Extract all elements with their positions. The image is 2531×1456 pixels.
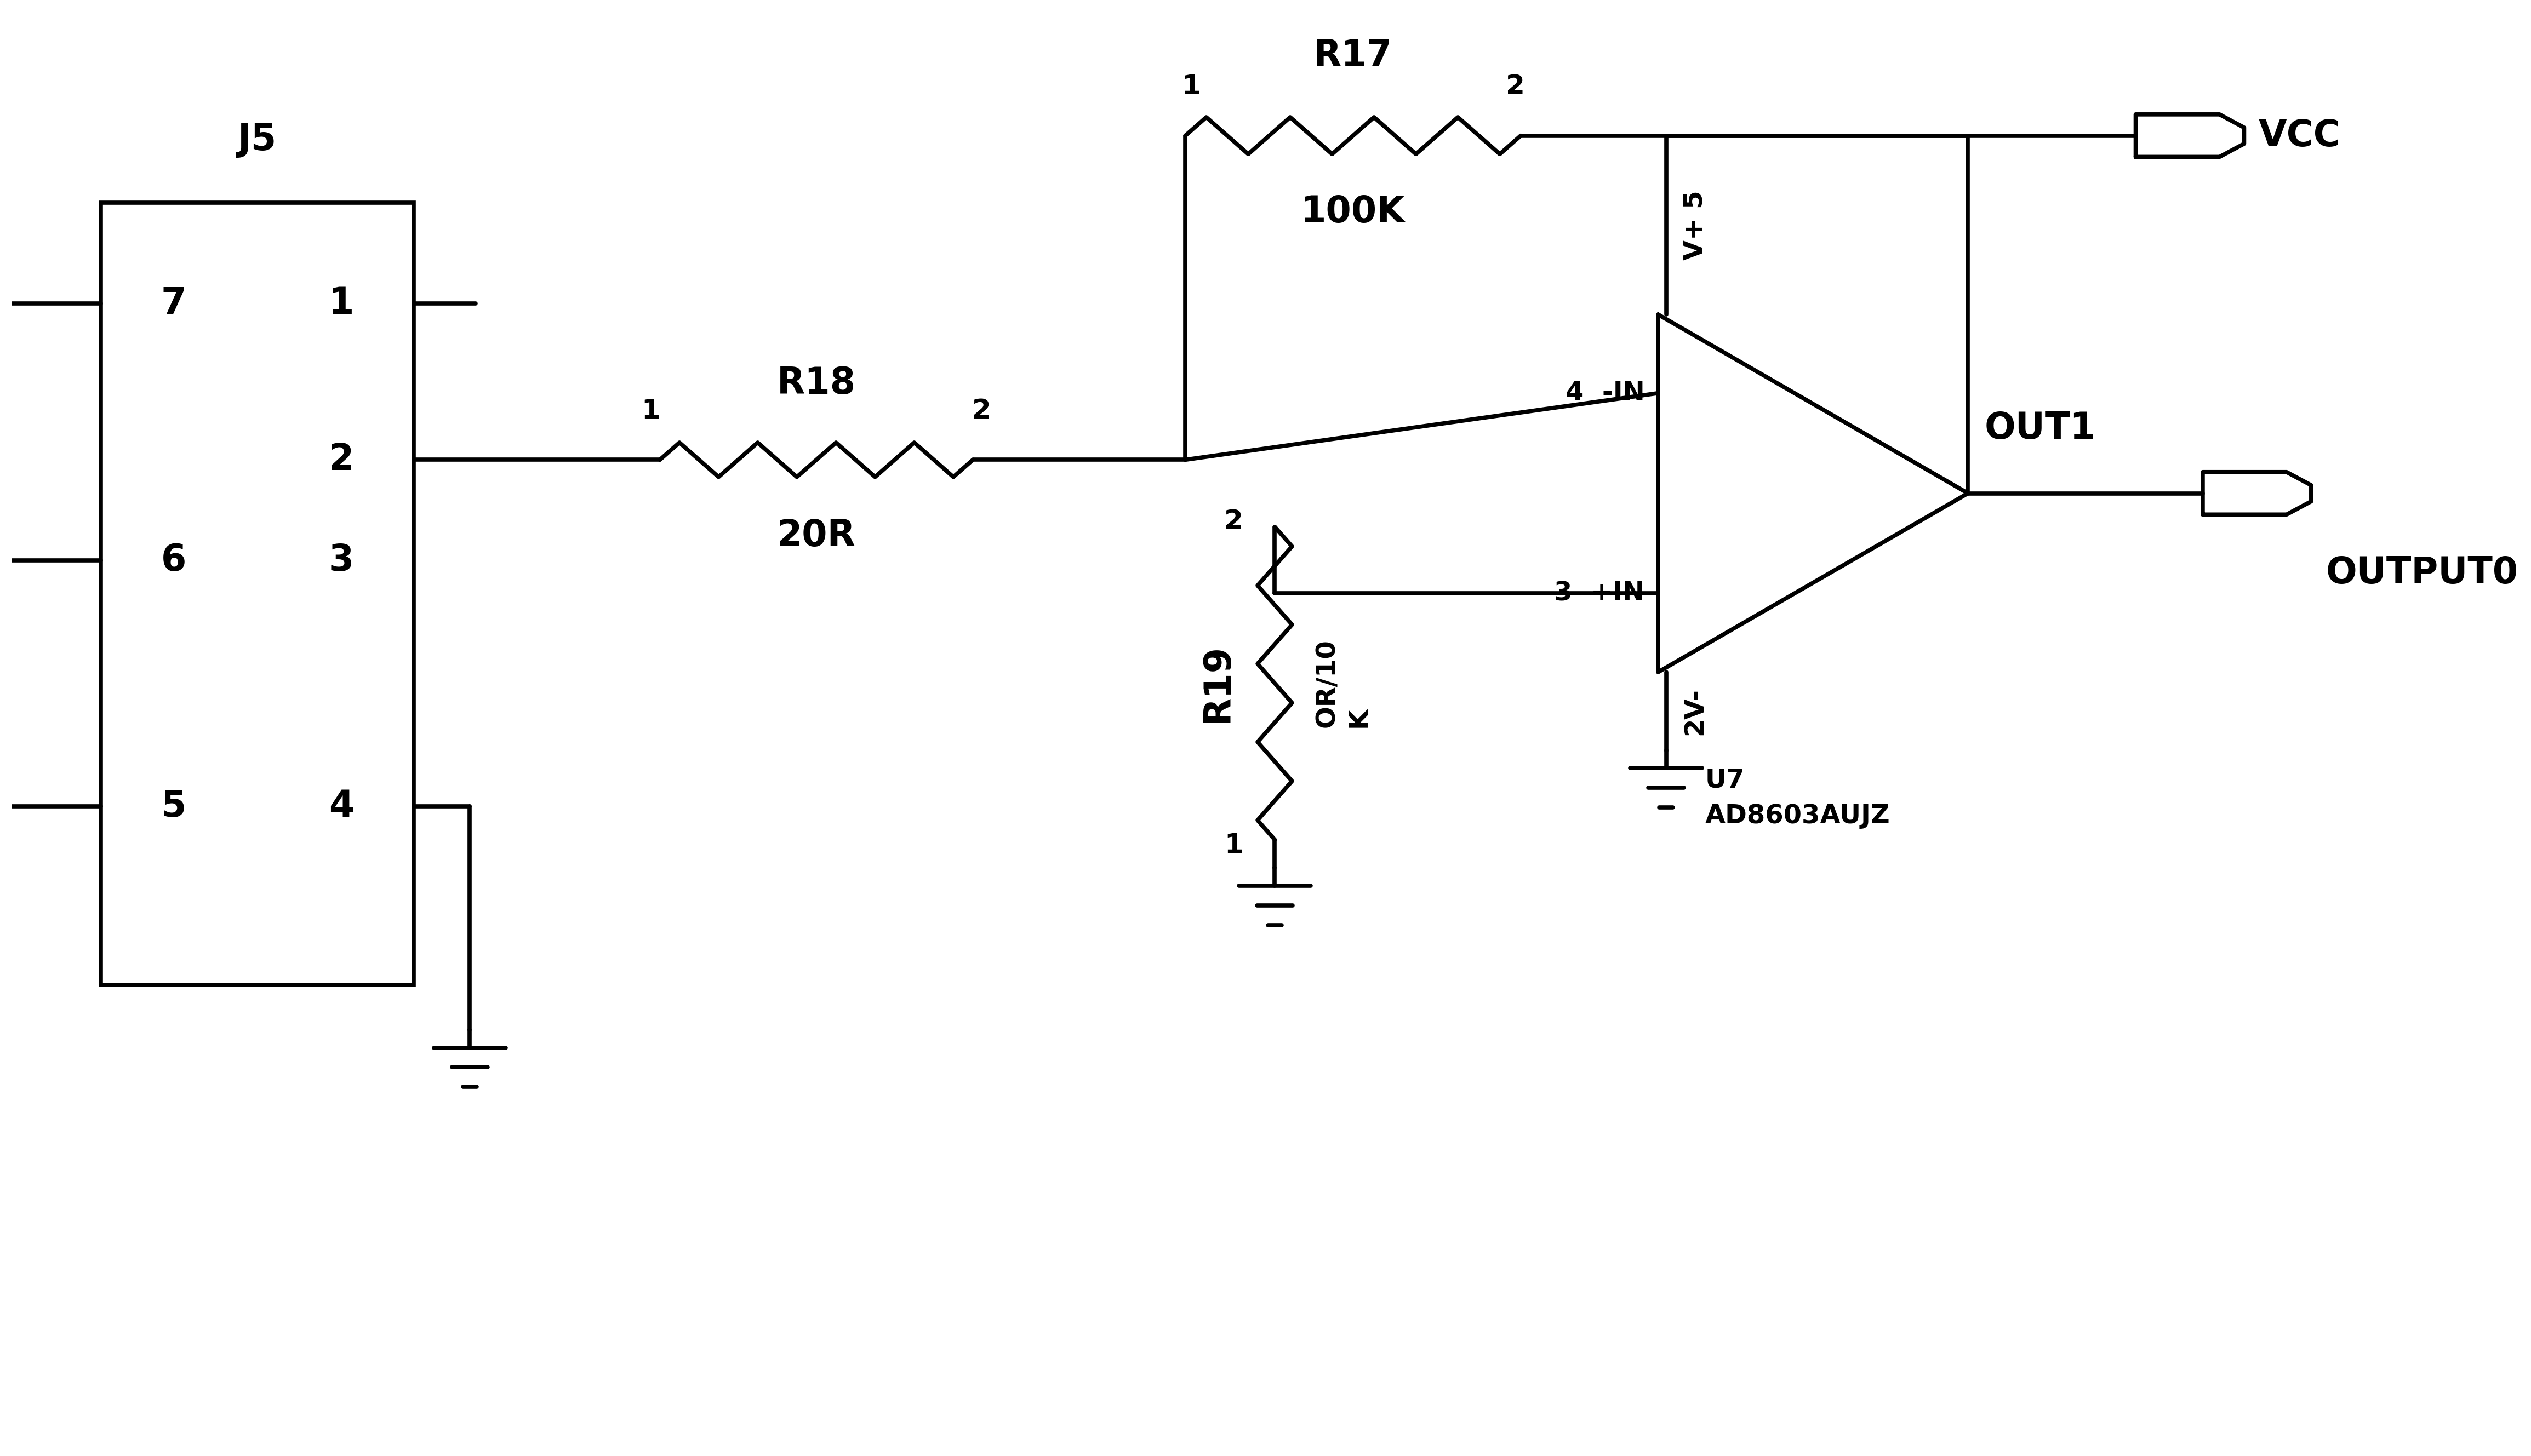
Text: R17: R17 (1314, 38, 1392, 74)
Text: U7
AD8603AUJZ: U7 AD8603AUJZ (1706, 767, 1891, 828)
Text: VCC: VCC (2258, 118, 2341, 154)
Text: J5: J5 (238, 122, 276, 159)
Text: 5: 5 (162, 788, 187, 824)
Text: 1: 1 (640, 397, 661, 424)
Text: 7: 7 (162, 285, 187, 322)
Text: 4: 4 (329, 788, 354, 824)
Text: R19: R19 (1200, 644, 1235, 722)
Text: 3  +IN: 3 +IN (1554, 581, 1645, 606)
Text: 2: 2 (1506, 74, 1524, 100)
Text: 4  -IN: 4 -IN (1564, 380, 1645, 406)
Text: OR/10
K: OR/10 K (1314, 639, 1372, 728)
Text: 6: 6 (162, 542, 187, 578)
Text: R18: R18 (777, 365, 855, 402)
Text: 2: 2 (1225, 508, 1243, 534)
Text: 20R: 20R (777, 518, 855, 555)
Text: V+ 5: V+ 5 (1681, 191, 1708, 261)
Text: 3: 3 (329, 542, 354, 578)
Text: 2: 2 (972, 397, 992, 424)
Text: 1: 1 (1182, 74, 1200, 100)
Text: OUT1: OUT1 (1984, 411, 2096, 447)
Text: 2V-: 2V- (1681, 687, 1708, 735)
Text: OUTPUT0: OUTPUT0 (2326, 555, 2518, 591)
Text: 1: 1 (1225, 833, 1243, 859)
Bar (101, 202, 415, 986)
Text: 1: 1 (329, 285, 354, 322)
Text: 100K: 100K (1301, 194, 1405, 230)
Text: 2: 2 (329, 441, 354, 478)
